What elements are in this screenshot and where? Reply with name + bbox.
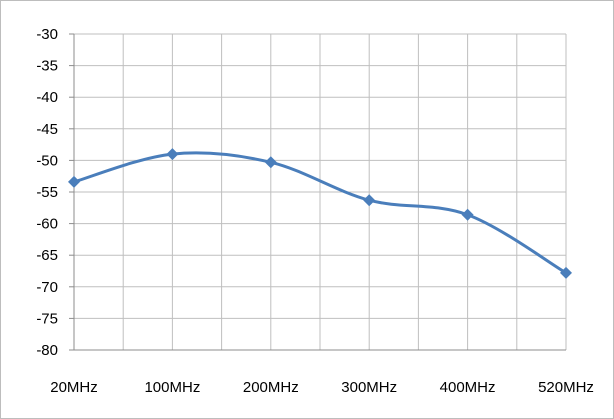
data-point-marker <box>68 175 80 188</box>
y-tick-label: -75 <box>36 310 58 327</box>
x-tick-label: 400MHz <box>440 379 496 396</box>
y-tick-labels: -30 -35 -40 -45 -50 -55 -60 -65 -70 -75 -80 <box>36 26 58 359</box>
y-tick-label: -55 <box>36 184 58 201</box>
y-tick-label: -65 <box>36 247 58 264</box>
data-point-marker <box>166 148 179 161</box>
data-point-marker <box>264 156 277 169</box>
y-tick-label: -80 <box>36 342 58 359</box>
x-tick-label: 200MHz <box>243 379 299 396</box>
y-tick-label: -40 <box>36 89 58 106</box>
y-tick-label: -50 <box>36 152 58 169</box>
y-tick-label: -45 <box>36 121 58 138</box>
x-tick-label: 300MHz <box>341 379 397 396</box>
data-point-marker <box>363 194 376 207</box>
grid-layer <box>74 33 567 351</box>
series-line <box>72 151 568 275</box>
series-layer <box>68 148 572 279</box>
y-tick-label: -70 <box>36 279 58 296</box>
data-point-marker <box>461 208 474 221</box>
y-tick-label: -60 <box>36 216 58 233</box>
y-tick-label: -30 <box>36 26 58 43</box>
x-tick-label: 100MHz <box>144 379 200 396</box>
x-tick-labels: 20MHz 100MHz 200MHz 300MHz 400MHz 520MHz <box>50 379 594 396</box>
x-tick-label: 20MHz <box>50 379 98 396</box>
data-point-marker <box>560 266 572 279</box>
x-tick-label: 520MHz <box>538 379 594 396</box>
y-tick-label: -35 <box>36 58 58 75</box>
axis-layer <box>69 33 566 351</box>
